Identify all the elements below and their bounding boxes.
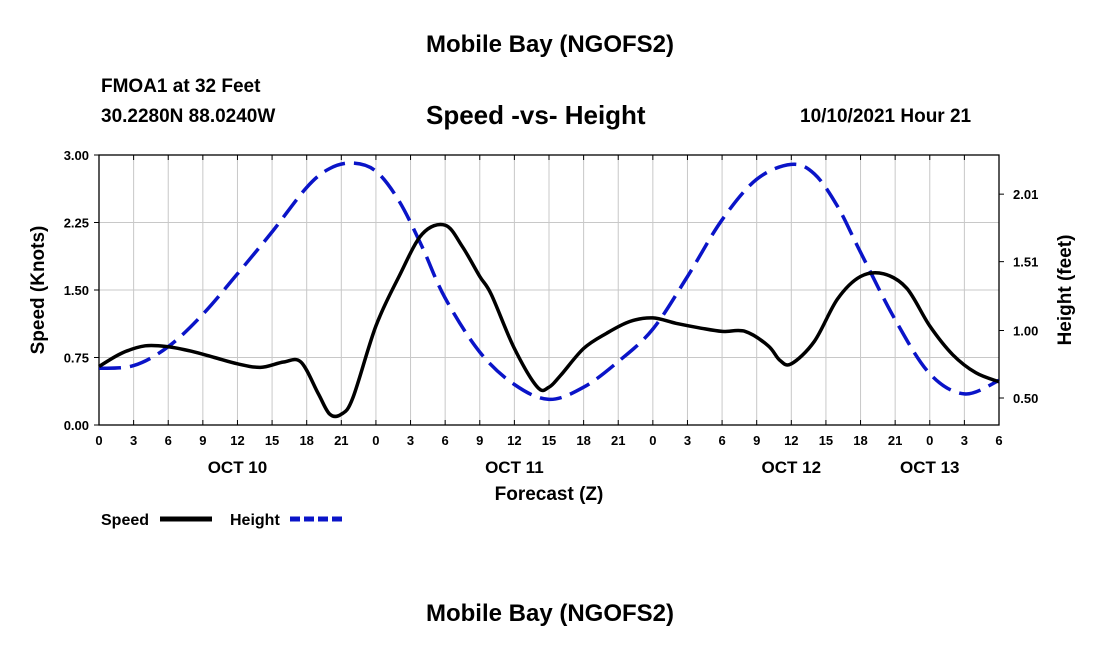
date-label: OCT 10 [208, 458, 268, 477]
x-tick-label: 21 [888, 433, 902, 448]
x-tick-label: 21 [611, 433, 625, 448]
date-label: OCT 12 [762, 458, 822, 477]
legend-label: Speed [101, 512, 149, 529]
x-tick-label: 12 [784, 433, 798, 448]
x-tick-label: 18 [853, 433, 867, 448]
x-tick-label: 15 [542, 433, 556, 448]
footer-title: Mobile Bay (NGOFS2) [425, 600, 675, 627]
x-tick-label: 0 [649, 433, 656, 448]
y-tick-label: 3.00 [64, 148, 89, 163]
date-label: OCT 11 [485, 458, 544, 477]
x-axis-label: Forecast (Z) [495, 484, 604, 505]
station-coordinates: 30.2280N 88.0240W [101, 106, 276, 127]
series-line-speed [98, 222, 1000, 419]
x-tick-label: 12 [230, 433, 244, 448]
x-tick-label: 3 [961, 433, 968, 448]
chart-title: Mobile Bay (NGOFS2) [425, 31, 675, 58]
x-tick-label: 6 [165, 433, 172, 448]
x-tick-label: 9 [753, 433, 760, 448]
x-tick-label: 6 [442, 433, 449, 448]
date-label: OCT 13 [900, 458, 960, 477]
x-tick-label: 3 [407, 433, 414, 448]
x-tick-label: 0 [95, 433, 102, 448]
forecast-datetime: 10/10/2021 Hour 21 [800, 106, 972, 127]
x-tick-label: 3 [130, 433, 137, 448]
y-tick-label: 0.00 [64, 418, 89, 433]
x-tick-label: 6 [995, 433, 1002, 448]
y-axis-label: Speed (Knots) [28, 226, 49, 355]
x-tick-label: 9 [476, 433, 483, 448]
y-tick-label: 1.50 [64, 283, 89, 298]
y-tick-label: 0.75 [64, 351, 89, 366]
x-tick-label: 6 [718, 433, 725, 448]
y-right-tick-label: 1.00 [1013, 324, 1038, 339]
y-right-tick-label: 2.01 [1013, 187, 1038, 202]
legend-label: Height [230, 512, 280, 529]
x-tick-label: 15 [265, 433, 279, 448]
x-tick-label: 18 [299, 433, 313, 448]
series-line-height [98, 161, 1000, 402]
x-tick-label: 9 [199, 433, 206, 448]
station-label: FMOA1 at 32 Feet [101, 76, 261, 97]
y-right-tick-label: 1.51 [1013, 255, 1038, 270]
x-tick-label: 21 [334, 433, 348, 448]
x-tick-label: 18 [576, 433, 590, 448]
x-tick-label: 0 [372, 433, 379, 448]
y-right-tick-label: 0.50 [1013, 391, 1038, 406]
y-tick-label: 2.25 [64, 216, 89, 231]
y-right-axis-label: Height (feet) [1055, 235, 1076, 346]
x-tick-label: 12 [507, 433, 521, 448]
x-tick-label: 3 [684, 433, 691, 448]
chart-subtitle: Speed -vs- Height [426, 100, 646, 130]
x-tick-label: 0 [926, 433, 933, 448]
x-tick-label: 15 [819, 433, 833, 448]
